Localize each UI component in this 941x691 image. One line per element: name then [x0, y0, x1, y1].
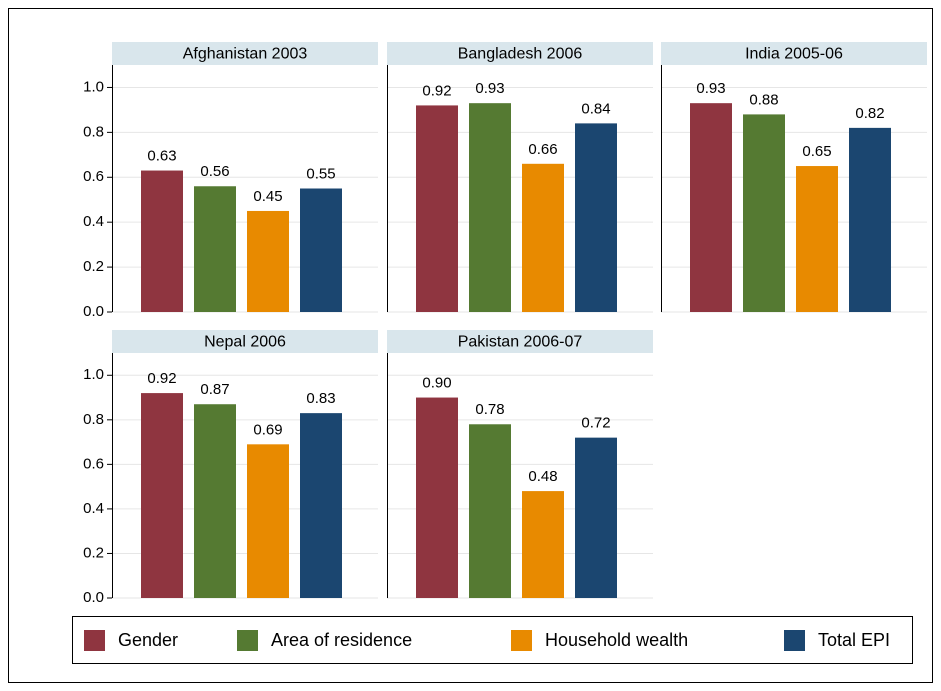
bar	[469, 103, 511, 312]
panel-header	[387, 42, 653, 65]
legend-swatch	[784, 630, 805, 651]
bar	[416, 105, 458, 312]
bar	[194, 186, 236, 312]
panel-title: Pakistan 2006-07	[458, 334, 583, 351]
y-tick-label: 0.0	[83, 589, 104, 606]
y-tick-label: 1.0	[83, 366, 104, 383]
value-label: 0.56	[200, 163, 229, 180]
value-label: 0.72	[581, 415, 610, 432]
value-label: 0.65	[802, 143, 831, 160]
bar	[796, 166, 838, 312]
bar	[743, 114, 785, 313]
panel-title: Afghanistan 2003	[183, 46, 308, 63]
bar	[247, 444, 289, 598]
bar	[690, 103, 732, 312]
value-label: 0.66	[528, 141, 557, 158]
bar	[194, 404, 236, 598]
legend-label: Household wealth	[545, 630, 688, 650]
value-label: 0.88	[749, 91, 778, 108]
bar	[849, 127, 891, 312]
value-label: 0.93	[696, 80, 725, 97]
panel-title: Nepal 2006	[204, 334, 286, 351]
bar	[575, 437, 617, 598]
y-tick-label: 0.2	[83, 544, 104, 561]
bar	[141, 393, 183, 598]
bar	[416, 397, 458, 598]
value-label: 0.93	[475, 80, 504, 97]
value-label: 0.55	[306, 165, 335, 182]
bar	[469, 424, 511, 598]
value-label: 0.92	[147, 370, 176, 387]
panel-title: India 2005-06	[745, 46, 843, 63]
legend-swatch	[84, 630, 105, 651]
y-tick-label: 1.0	[83, 78, 104, 95]
panel-title: Bangladesh 2006	[458, 46, 583, 63]
bar	[141, 170, 183, 312]
y-tick-label: 0.6	[83, 168, 104, 185]
y-tick-label: 0.4	[83, 213, 104, 230]
value-label: 0.82	[855, 105, 884, 122]
bar	[300, 413, 342, 598]
y-tick-label: 0.4	[83, 500, 104, 517]
panel-header	[387, 330, 653, 353]
value-label: 0.90	[422, 375, 451, 392]
y-tick-label: 0.8	[83, 411, 104, 428]
legend-label: Gender	[118, 630, 178, 650]
y-tick-label: 0.0	[83, 303, 104, 320]
y-tick-label: 0.6	[83, 455, 104, 472]
legend-swatch	[511, 630, 532, 651]
value-label: 0.87	[200, 381, 229, 398]
y-tick-label: 0.2	[83, 258, 104, 275]
panel-header	[112, 42, 378, 65]
value-label: 0.78	[475, 401, 504, 418]
bar	[575, 123, 617, 312]
panel-header	[112, 330, 378, 353]
value-label: 0.69	[253, 421, 282, 438]
bar	[300, 188, 342, 312]
value-label: 0.48	[528, 468, 557, 485]
bar	[247, 210, 289, 312]
legend-label: Area of residence	[271, 630, 412, 650]
value-label: 0.63	[147, 148, 176, 165]
value-label: 0.83	[306, 390, 335, 407]
value-label: 0.92	[422, 82, 451, 99]
value-label: 0.45	[253, 188, 282, 205]
bar	[522, 491, 564, 598]
y-tick-label: 0.8	[83, 123, 104, 140]
legend-label: Total EPI	[818, 630, 890, 650]
legend-swatch	[237, 630, 258, 651]
bar	[522, 163, 564, 312]
value-label: 0.84	[581, 100, 610, 117]
panel-header	[661, 42, 927, 65]
legend	[72, 616, 913, 664]
